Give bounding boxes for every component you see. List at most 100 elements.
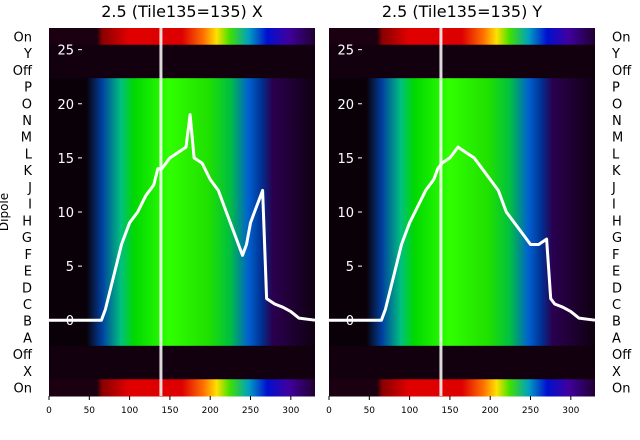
- row-label: N: [22, 114, 32, 129]
- heatmap-row-g: [49, 228, 315, 246]
- row-label: O: [22, 97, 32, 112]
- row-label: A: [23, 331, 32, 346]
- heatmap-row-m: [329, 128, 595, 146]
- heatmap-row-n: [49, 111, 315, 129]
- row-label: E: [612, 265, 620, 280]
- heatmap-row-b: [49, 312, 315, 330]
- row-label: H: [612, 214, 622, 229]
- heatmap-row-off: [49, 345, 315, 364]
- overlay-y-tick: 5: [66, 260, 74, 275]
- heatmap-row-h: [329, 212, 595, 230]
- row-label: D: [22, 281, 32, 296]
- heatmap-row-i: [49, 195, 315, 213]
- x-tick-label: 50: [84, 406, 96, 416]
- heatmap-row-on: [329, 28, 595, 46]
- heatmap-row-o: [49, 94, 315, 113]
- x-tick-label: 100: [401, 406, 418, 416]
- heatmap-row-off: [329, 345, 595, 364]
- heatmap-row-p: [49, 78, 315, 96]
- x-tick-label: 300: [282, 406, 299, 416]
- row-label: C: [23, 298, 32, 313]
- heatmap-row-x: [49, 362, 315, 380]
- spike-line: [439, 28, 443, 396]
- x-tick-label: 200: [202, 406, 219, 416]
- row-label: E: [24, 265, 32, 280]
- heatmap-row-i: [329, 195, 595, 213]
- overlay-y-tick: 5: [346, 260, 354, 275]
- overlay-y-tick: 15: [57, 152, 74, 167]
- heatmap-row-k: [49, 161, 315, 180]
- row-label: Off: [13, 348, 33, 363]
- heatmap-row-f: [49, 245, 315, 263]
- heatmap-row-k: [329, 161, 595, 180]
- heatmap-row-off: [329, 61, 595, 79]
- row-label: Y: [611, 47, 620, 62]
- heatmap-row-off: [49, 61, 315, 79]
- row-label: On: [612, 30, 630, 45]
- row-label: On: [612, 382, 630, 397]
- heatmap-row-p: [329, 78, 595, 96]
- overlay-curve: [329, 145, 596, 322]
- heatmap-row-h: [49, 212, 315, 230]
- heatmap-row-a: [49, 329, 315, 347]
- heatmap-row-d: [329, 278, 595, 297]
- spike-line: [159, 28, 163, 396]
- x-tick-label: 150: [441, 406, 458, 416]
- heatmap-row-a: [329, 329, 595, 347]
- row-label: J: [611, 181, 616, 196]
- heatmap-row-on: [49, 379, 315, 397]
- overlay-y-tick: 0: [66, 314, 74, 329]
- x-tick-label: 250: [242, 406, 259, 416]
- overlay-y-tick: 25: [337, 44, 354, 59]
- heatmap-row-f: [329, 245, 595, 263]
- overlay-y-tick: 25: [57, 44, 74, 59]
- heatmap-row-l: [329, 145, 595, 163]
- row-label: C: [612, 298, 621, 313]
- x-tick-label: 250: [522, 406, 539, 416]
- row-label: P: [612, 81, 620, 96]
- row-label: X: [23, 365, 32, 380]
- chart-title: 2.5 (Tile135=135) Y: [382, 2, 543, 21]
- overlay-y-tick: 15: [337, 152, 354, 167]
- heatmap-row-l: [49, 145, 315, 163]
- row-label: Off: [13, 64, 33, 79]
- heatmap-row-b: [329, 312, 595, 330]
- overlay-y-tick: 10: [57, 206, 74, 221]
- heatmap-row-on: [49, 28, 315, 46]
- heatmap-row-e: [49, 262, 315, 280]
- row-label: B: [612, 315, 621, 330]
- row-label: I: [612, 198, 616, 213]
- overlay-y-tick: 20: [57, 98, 74, 113]
- heatmap-row-m: [49, 128, 315, 146]
- heatmap-row-g: [329, 228, 595, 246]
- x-tick-label: 200: [482, 406, 499, 416]
- row-label: N: [612, 114, 622, 129]
- row-label: L: [25, 147, 33, 162]
- x-tick-label: 50: [364, 406, 376, 416]
- chart-title: 2.5 (Tile135=135) X: [101, 2, 263, 21]
- row-label: A: [612, 331, 621, 346]
- overlay-y-tick: 0: [346, 314, 354, 329]
- row-label: B: [23, 315, 32, 330]
- x-tick-label: 300: [562, 406, 579, 416]
- row-label: M: [21, 131, 32, 146]
- heatmap-row-c: [329, 295, 595, 313]
- overlay-y-tick: 20: [337, 98, 354, 113]
- heatmap-row-c: [49, 295, 315, 313]
- heatmap-row-y: [329, 44, 595, 62]
- x-tick-label: 0: [46, 406, 52, 416]
- row-label: L: [612, 147, 620, 162]
- heatmap-row-d: [49, 278, 315, 297]
- heatmap-row-j: [329, 178, 595, 196]
- row-label: M: [612, 131, 623, 146]
- row-label: H: [22, 214, 32, 229]
- y-axis-label: Dipole: [0, 193, 11, 231]
- x-tick-label: 150: [161, 406, 178, 416]
- heatmap-row-x: [329, 362, 595, 380]
- heatmap-row-n: [329, 111, 595, 129]
- row-label: Y: [23, 47, 32, 62]
- overlay-curve: [49, 113, 316, 322]
